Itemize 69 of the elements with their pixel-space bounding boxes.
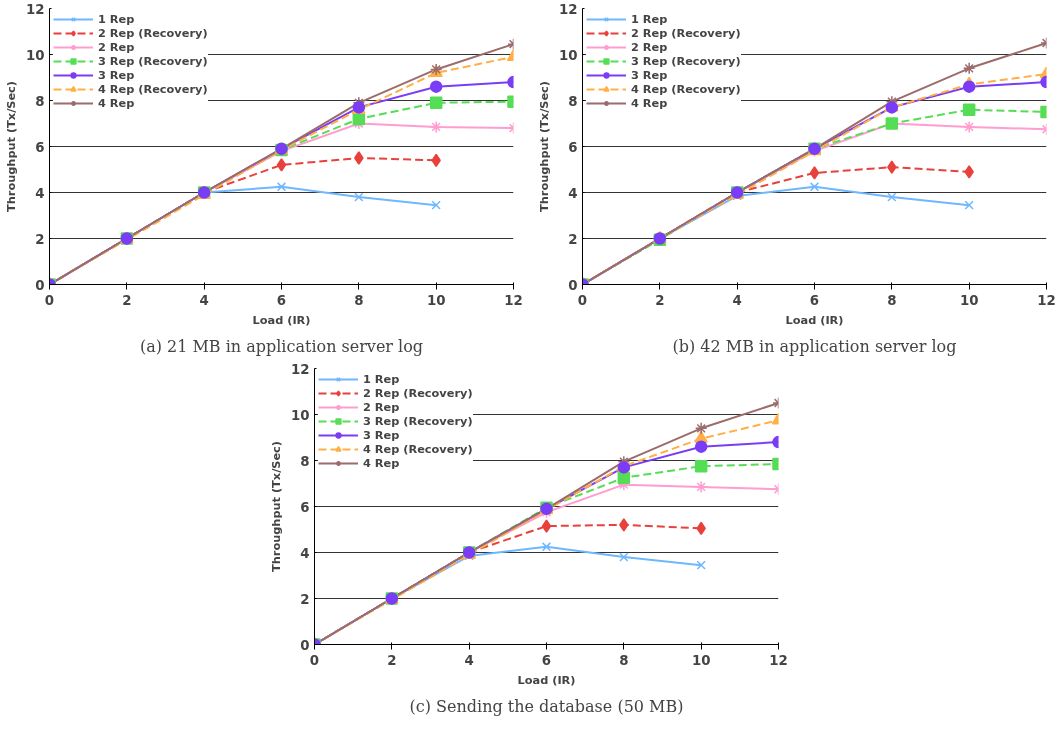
legend-label: 3 Rep (Recovery) — [363, 414, 473, 428]
x-axis-title: Load (IR) — [252, 312, 311, 327]
x-tick-label: 4 — [464, 652, 474, 668]
y-tick-label: 12 — [25, 1, 45, 17]
y-tick-label: 6 — [35, 139, 45, 155]
legend-label: 2 Rep (Recovery) — [98, 26, 208, 40]
legend-label: 1 Rep — [631, 12, 668, 26]
legend-label: 2 Rep — [98, 40, 135, 54]
y-tick-label: 10 — [25, 47, 45, 63]
legend-label: 4 Rep — [98, 96, 135, 110]
legend-label: 4 Rep — [631, 96, 668, 110]
x-tick-label: 8 — [887, 292, 897, 308]
legend-label: 2 Rep (Recovery) — [363, 386, 473, 400]
y-tick-label: 12 — [558, 1, 578, 17]
y-tick-label: 10 — [558, 47, 578, 63]
y-tick-label: 4 — [300, 545, 310, 561]
y-tick-label: 4 — [35, 185, 45, 201]
legend-label: 4 Rep — [363, 456, 400, 470]
x-axis-title: Load (IR) — [517, 672, 576, 687]
y-tick-label: 8 — [300, 453, 310, 469]
y-axis-title: Throughput (Tx/Sec) — [268, 440, 283, 573]
x-tick-label: 8 — [619, 652, 629, 668]
legend-label: 2 Rep (Recovery) — [631, 26, 741, 40]
legend-label: 3 Rep — [631, 68, 668, 82]
legend-label: 3 Rep (Recovery) — [631, 54, 741, 68]
x-tick-label: 12 — [769, 652, 788, 668]
x-tick-label: 6 — [276, 292, 287, 308]
y-tick-label: 10 — [290, 407, 310, 423]
text: (b) 42 MB in application server log — [672, 336, 957, 356]
x-tick-label: 10 — [426, 292, 446, 308]
text: (a) 21 MB in application server log — [139, 336, 424, 356]
y-tick-label: 8 — [568, 93, 578, 109]
legend-label: 2 Rep — [363, 400, 400, 414]
y-tick-label: 12 — [290, 361, 310, 377]
y-tick-label: 2 — [300, 591, 310, 607]
x-tick-label: 2 — [122, 292, 132, 308]
y-tick-label: 6 — [568, 139, 578, 155]
x-tick-label: 10 — [691, 652, 711, 668]
x-tick-label: 12 — [504, 292, 523, 308]
legend-label: 4 Rep (Recovery) — [98, 82, 208, 96]
y-tick-label: 2 — [568, 231, 578, 247]
legend-label: 1 Rep — [98, 12, 135, 26]
y-tick-label: 8 — [35, 93, 45, 109]
x-tick-label: 10 — [959, 292, 979, 308]
legend-label: 2 Rep — [631, 40, 668, 54]
legend-label: 4 Rep (Recovery) — [631, 82, 741, 96]
x-tick-label: 4 — [199, 292, 209, 308]
y-tick-label: 6 — [300, 499, 310, 515]
x-tick-label: 8 — [354, 292, 364, 308]
x-tick-label: 4 — [732, 292, 742, 308]
legend-label: 3 Rep — [363, 428, 400, 442]
y-tick-label: 2 — [35, 231, 45, 247]
legend-label: 3 Rep — [98, 68, 135, 82]
y-tick-label: 0 — [35, 277, 45, 293]
y-tick-label: 0 — [568, 277, 578, 293]
x-axis-title: Load (IR) — [785, 312, 844, 327]
x-tick-label: 12 — [1037, 292, 1056, 308]
y-tick-label: 0 — [300, 637, 310, 653]
x-tick-label: 6 — [809, 292, 820, 308]
text: (c) Sending the database (50 MB) — [409, 696, 684, 716]
x-tick-label: 2 — [387, 652, 397, 668]
legend-label: 3 Rep (Recovery) — [98, 54, 208, 68]
y-axis-title: Throughput (Tx/Sec) — [536, 80, 551, 213]
legend-label: 4 Rep (Recovery) — [363, 442, 473, 456]
y-tick-label: 4 — [568, 185, 578, 201]
x-tick-label: 6 — [541, 652, 552, 668]
x-tick-label: 2 — [655, 292, 665, 308]
legend-label: 1 Rep — [363, 372, 400, 386]
y-axis-title: Throughput (Tx/Sec) — [3, 80, 18, 213]
